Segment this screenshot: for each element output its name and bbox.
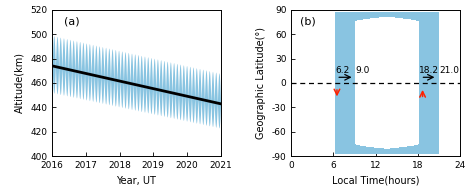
Text: (a): (a) [64,17,80,27]
Y-axis label: Geographic Latitude(°): Geographic Latitude(°) [256,27,266,139]
Text: 9.0: 9.0 [355,66,370,75]
Text: 21.0: 21.0 [439,66,459,75]
Text: 18.2: 18.2 [419,66,439,75]
Y-axis label: Altitude(km): Altitude(km) [15,52,25,113]
X-axis label: Year, UT: Year, UT [117,176,156,186]
Text: 6.2: 6.2 [335,66,349,75]
X-axis label: Local Time(hours): Local Time(hours) [332,176,419,186]
Text: (b): (b) [300,17,316,27]
